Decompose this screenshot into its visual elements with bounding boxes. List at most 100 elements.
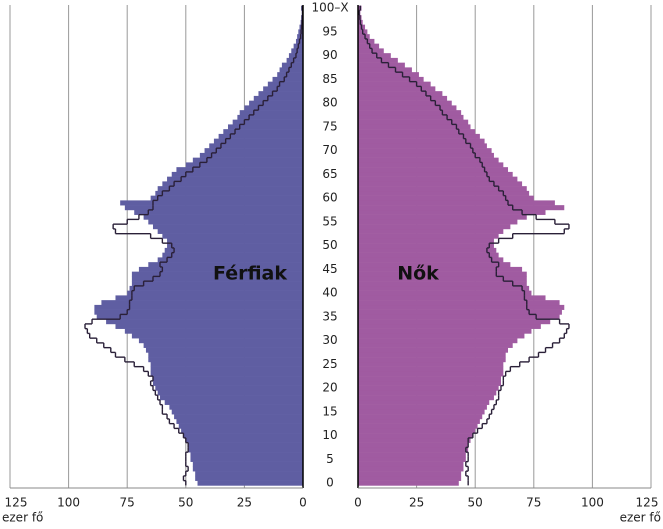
bar <box>358 281 527 287</box>
bar <box>358 228 504 234</box>
bar <box>358 181 523 187</box>
bar <box>237 114 303 120</box>
bar <box>358 276 527 282</box>
bar <box>358 471 462 477</box>
bar <box>358 129 476 135</box>
bar <box>358 219 518 225</box>
bar <box>358 214 527 220</box>
bar <box>157 186 303 192</box>
bar <box>185 437 303 443</box>
bar <box>358 428 476 434</box>
bar <box>192 466 303 472</box>
bar <box>358 466 464 472</box>
bar <box>358 190 530 196</box>
bar <box>358 357 506 363</box>
bar <box>167 243 303 249</box>
bar <box>176 418 303 424</box>
bar <box>358 48 384 54</box>
bar <box>358 371 504 377</box>
x-tick-label: 0 <box>354 496 362 510</box>
bar <box>115 295 303 301</box>
bar <box>148 219 303 225</box>
y-tick-label: 25 <box>322 357 337 371</box>
bar <box>358 34 370 40</box>
bar <box>155 385 303 391</box>
bar <box>358 376 501 382</box>
bar <box>227 124 303 130</box>
bar <box>279 67 303 73</box>
bar <box>358 437 471 443</box>
bar <box>358 186 527 192</box>
bar <box>120 200 303 206</box>
bar <box>164 399 303 405</box>
bar <box>358 200 555 206</box>
bar <box>358 157 499 163</box>
bar <box>181 428 303 434</box>
bar <box>358 323 541 329</box>
bar <box>157 228 303 234</box>
bar <box>358 461 464 467</box>
bar <box>134 209 303 215</box>
bar <box>358 266 523 272</box>
bar <box>160 395 303 401</box>
bar <box>164 247 303 253</box>
bar <box>358 285 530 291</box>
bar <box>162 233 303 239</box>
bar <box>358 442 469 448</box>
bar <box>185 162 303 168</box>
bar <box>188 442 303 448</box>
bar <box>358 380 501 386</box>
bar <box>150 371 303 377</box>
bar <box>358 475 462 481</box>
bar <box>358 57 398 63</box>
bar <box>358 347 509 353</box>
bar <box>272 76 303 82</box>
bar <box>162 181 303 187</box>
bar <box>358 314 560 320</box>
bar <box>178 423 303 429</box>
bar <box>190 456 303 462</box>
bar <box>358 395 494 401</box>
bar <box>358 67 412 73</box>
bar <box>131 276 303 282</box>
bar <box>267 81 303 87</box>
bar <box>101 300 303 306</box>
y-tick-label: 40 <box>322 286 337 300</box>
bar <box>358 148 492 154</box>
bar <box>171 409 303 415</box>
bar <box>188 447 303 453</box>
bar <box>232 119 303 125</box>
bar <box>152 376 303 382</box>
bar <box>358 247 497 253</box>
bar <box>143 342 303 348</box>
bar <box>131 333 303 339</box>
bar <box>358 205 565 211</box>
bar <box>358 86 436 92</box>
bar <box>143 214 303 220</box>
y-tick-label: 20 <box>322 381 337 395</box>
bar <box>358 119 469 125</box>
bar <box>239 110 303 116</box>
y-tick-label: 75 <box>322 119 337 133</box>
bar <box>281 62 303 68</box>
bar <box>358 399 490 405</box>
y-tick-label: 45 <box>322 262 337 276</box>
bar <box>358 414 483 420</box>
bar <box>358 95 448 101</box>
bar <box>129 285 303 291</box>
bar <box>124 328 303 334</box>
bar <box>148 352 303 358</box>
y-tick-label: 90 <box>322 48 337 62</box>
bar <box>150 366 303 372</box>
bar <box>258 91 303 97</box>
bar <box>358 271 527 277</box>
bar <box>358 62 405 68</box>
bar <box>249 100 303 106</box>
bar <box>148 262 303 268</box>
bar <box>358 176 518 182</box>
bar <box>358 262 511 268</box>
bar <box>176 167 303 173</box>
x-tick-label: 50 <box>178 496 193 510</box>
bar <box>358 404 487 410</box>
bar <box>358 456 466 462</box>
